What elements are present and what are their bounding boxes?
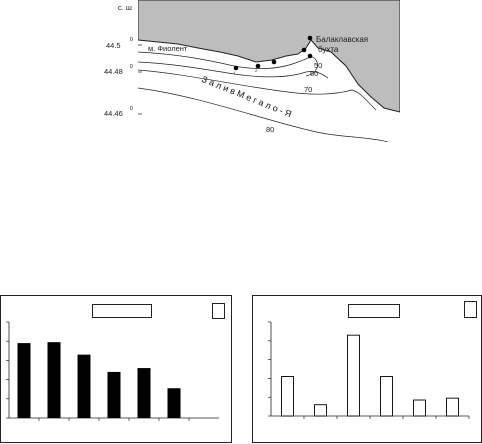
station-2: [255, 63, 261, 69]
bar-chart-right: [252, 295, 482, 443]
bar-1: [17, 343, 31, 418]
bar-3: [77, 354, 91, 418]
station-5: [307, 53, 313, 59]
bar-6: [446, 397, 459, 417]
degree-mark: 0: [130, 64, 133, 70]
legend-box: [348, 304, 400, 318]
place-balaklava-bay-2: бухта: [318, 45, 339, 54]
latitude-label-44-48: 44.48: [104, 67, 123, 76]
station-4: [301, 47, 307, 53]
bar-1: [281, 376, 294, 417]
latitude-label-44-46: 44.46: [104, 109, 123, 118]
degree-mark: 0: [130, 106, 133, 112]
bar-4: [380, 376, 393, 417]
bar-6: [167, 388, 181, 418]
depth-label-70: 70: [304, 85, 313, 94]
isobath-80: [138, 87, 389, 142]
map-canvas: [138, 0, 400, 142]
station-number-1: 1: [233, 70, 236, 75]
station-1: [233, 65, 239, 71]
station-6: [307, 35, 313, 41]
bar-3: [347, 334, 360, 417]
bar-chart-left: [0, 295, 232, 443]
depth-label-60: 60: [310, 69, 319, 78]
legend-box: [92, 304, 152, 318]
isobath-50: [138, 51, 318, 77]
place-fiolent: м. Фиолент: [148, 44, 188, 53]
legend-key-box: [464, 301, 477, 318]
bar-5: [137, 368, 151, 418]
bar-chart-left-canvas: [6, 321, 219, 421]
isobath-70: [138, 69, 377, 111]
latitude-axis-label: с. ш: [118, 3, 132, 12]
latitude-label-44-5: 44.5: [106, 41, 121, 50]
degree-mark: 0: [130, 37, 133, 43]
bar-5: [413, 399, 426, 417]
bar-2: [314, 404, 327, 417]
bar-2: [47, 342, 61, 418]
legend-key-box: [212, 303, 225, 319]
bar-4: [107, 371, 121, 418]
bar-chart-right-canvas: [268, 321, 470, 419]
depth-label-80: 80: [266, 125, 275, 134]
study-area-map: с. ш 44.5 0 44.48 0 44.46 0 м. Фиолент Б…: [104, 0, 400, 142]
depth-label-50: 50: [314, 61, 323, 70]
station-number-2: 2: [255, 68, 258, 73]
station-3: [271, 59, 277, 65]
place-balaklava-bay: Балаклавская: [316, 35, 369, 44]
isobath-60: [138, 61, 329, 79]
